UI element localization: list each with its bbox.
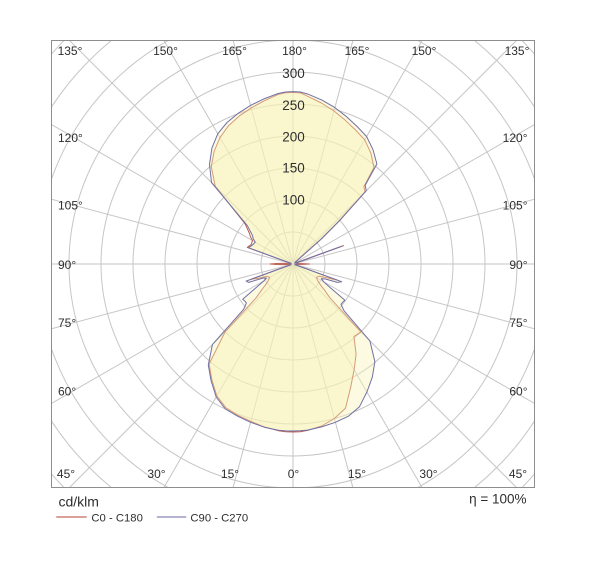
svg-text:cd/klm: cd/klm bbox=[59, 494, 99, 510]
svg-text:250: 250 bbox=[282, 98, 305, 113]
svg-text:15°: 15° bbox=[221, 467, 239, 481]
svg-text:C0 - C180: C0 - C180 bbox=[91, 512, 142, 524]
svg-text:0°: 0° bbox=[288, 467, 300, 481]
svg-text:100: 100 bbox=[282, 193, 305, 208]
svg-text:105°: 105° bbox=[58, 198, 83, 212]
svg-text:300: 300 bbox=[282, 66, 305, 81]
svg-text:30°: 30° bbox=[147, 467, 165, 481]
svg-text:200: 200 bbox=[282, 130, 305, 145]
svg-text:150: 150 bbox=[282, 160, 305, 175]
svg-text:45°: 45° bbox=[509, 467, 527, 481]
svg-text:90°: 90° bbox=[58, 258, 76, 272]
svg-text:30°: 30° bbox=[419, 467, 437, 481]
svg-text:C90 - C270: C90 - C270 bbox=[190, 512, 248, 524]
svg-text:60°: 60° bbox=[509, 384, 527, 398]
svg-text:90°: 90° bbox=[509, 258, 527, 272]
svg-text:165°: 165° bbox=[345, 44, 370, 58]
svg-text:180°: 180° bbox=[282, 44, 307, 58]
svg-text:60°: 60° bbox=[58, 384, 76, 398]
svg-text:135°: 135° bbox=[58, 44, 83, 58]
svg-text:150°: 150° bbox=[412, 44, 437, 58]
svg-text:75°: 75° bbox=[509, 316, 527, 330]
svg-text:105°: 105° bbox=[503, 198, 528, 212]
svg-text:45°: 45° bbox=[57, 467, 75, 481]
svg-text:135°: 135° bbox=[505, 44, 530, 58]
svg-text:75°: 75° bbox=[58, 316, 76, 330]
svg-text:120°: 120° bbox=[58, 131, 83, 145]
svg-text:η = 100%: η = 100% bbox=[469, 492, 526, 507]
svg-text:120°: 120° bbox=[503, 131, 528, 145]
svg-text:15°: 15° bbox=[348, 467, 366, 481]
svg-text:165°: 165° bbox=[222, 44, 247, 58]
svg-text:150°: 150° bbox=[153, 44, 178, 58]
